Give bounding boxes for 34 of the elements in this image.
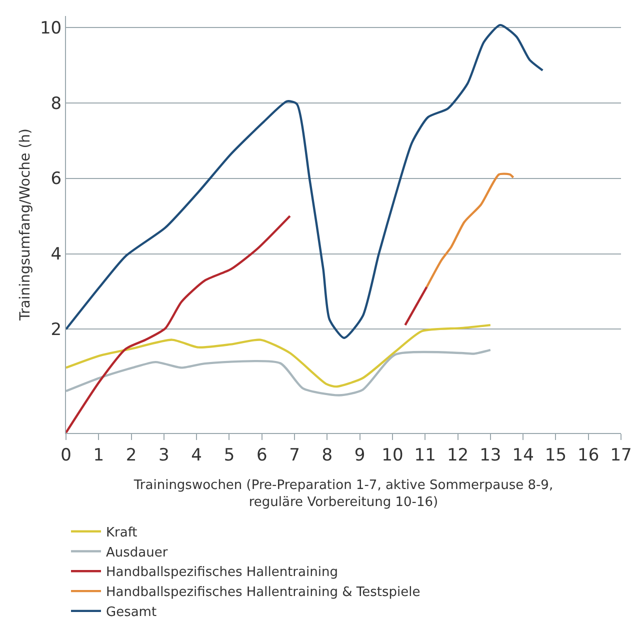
y-tick-label: 2 xyxy=(50,320,62,340)
y-tick-label: 4 xyxy=(50,244,62,265)
x-axis-title: Trainingswochen (Pre-Preparation 1-7, aktive Sommerpause 8-9, reguläre Vorbereitung 10-16) xyxy=(132,478,554,510)
y-tick-label: 8 xyxy=(50,94,62,114)
x-tick-label: 2 xyxy=(126,445,137,466)
x-tick-label: 15 xyxy=(544,445,567,466)
y-tick-label: 6 xyxy=(50,169,62,190)
line-series xyxy=(66,24,544,339)
x-tick-label: 6 xyxy=(256,445,268,466)
x-tick-label: 16 xyxy=(578,445,600,466)
x-tick-label: 7 xyxy=(289,445,300,466)
x-tick-label: 4 xyxy=(191,445,202,466)
x-tick-label: 9 xyxy=(354,445,366,466)
x-tick-label: 1 xyxy=(93,445,104,466)
x-tick-label: 12 xyxy=(446,445,469,466)
line-series xyxy=(66,348,492,396)
y-axis-title: Trainingsumfang/Woche (h) xyxy=(18,128,34,322)
x-tick-label: 13 xyxy=(480,445,502,466)
legend-label: Ausdauer xyxy=(106,545,168,560)
x-tick-label: 11 xyxy=(414,445,436,466)
x-tick-label: 17 xyxy=(610,445,632,466)
x-tick-label: 5 xyxy=(224,445,235,466)
line-series xyxy=(426,172,514,288)
legend-label: Kraft xyxy=(106,525,138,540)
x-tick-label: 3 xyxy=(158,445,170,466)
x-tick-label: 8 xyxy=(322,445,333,466)
legend-label: Handballspezifisches Hallentraining xyxy=(106,565,338,580)
x-tick-label: 10 xyxy=(382,445,404,466)
x-tick-label: 14 xyxy=(512,445,534,466)
x-tick-label: 0 xyxy=(60,445,72,466)
y-tick-label: 10 xyxy=(40,18,62,38)
line-series xyxy=(66,324,492,388)
legend-label: Handballspezifisches Hallentraining & Testspiele xyxy=(106,585,420,600)
legend-label: Gesamt xyxy=(106,605,157,620)
